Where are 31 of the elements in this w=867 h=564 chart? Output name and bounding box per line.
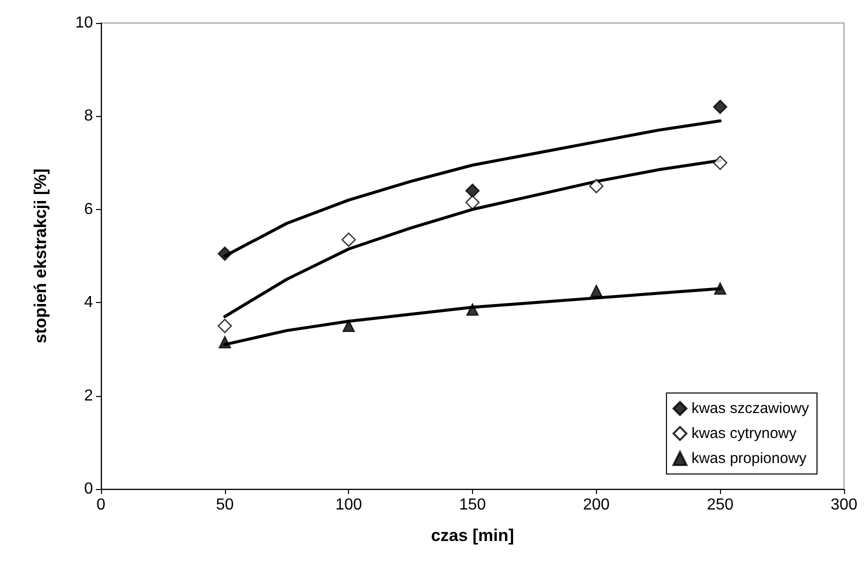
y-axis-title: stopień ekstrakcji [%] — [31, 168, 50, 344]
x-tick-label: 100 — [335, 496, 362, 514]
x-axis-title: czas [min] — [430, 526, 514, 545]
point — [218, 246, 232, 261]
x-tick-label: 200 — [582, 496, 610, 514]
point — [589, 178, 604, 194]
point — [713, 156, 728, 170]
legend-label: kwas propionowy — [691, 450, 808, 467]
point — [466, 303, 479, 316]
y-tick-label: 2 — [84, 387, 94, 404]
point — [590, 284, 602, 298]
legend-label: kwas szczawiowy — [691, 400, 810, 417]
point — [714, 282, 726, 295]
x-tick-label: 0 — [96, 496, 106, 514]
x-tick-label: 150 — [459, 496, 486, 514]
y-tick-label: 6 — [84, 200, 94, 218]
point — [465, 195, 480, 210]
x-tick-label: 50 — [216, 496, 234, 514]
point — [218, 318, 232, 334]
y-tick-label: 10 — [75, 14, 94, 32]
x-tick-label: 300 — [830, 496, 858, 514]
point — [465, 184, 480, 198]
point — [713, 100, 728, 114]
y-tick-label: 8 — [84, 108, 94, 125]
y-tick-label: 0 — [84, 480, 94, 498]
y-tick-label: 4 — [84, 294, 94, 312]
point — [342, 320, 355, 332]
legend-label: kwas cytrynowy — [691, 425, 797, 442]
point — [218, 336, 231, 348]
x-tick-label: 250 — [706, 496, 734, 514]
point — [342, 232, 356, 247]
